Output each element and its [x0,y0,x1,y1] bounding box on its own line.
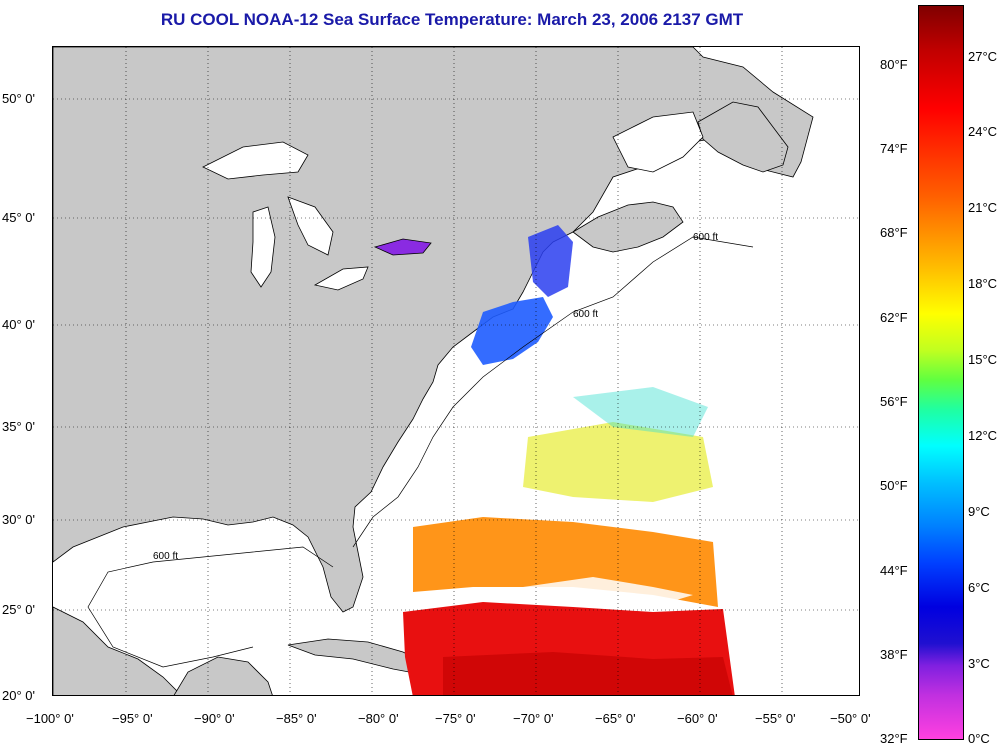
contour-label-atlantic: 600 ft [573,309,598,320]
lon-label-65: −65° 0' [595,711,636,726]
sst-orange-band [413,517,718,607]
lat-label-50: 50° 0' [2,91,35,106]
c-label-3: 3°C [968,656,990,671]
lake-ontario [373,238,432,256]
yucatan-land [173,656,273,695]
graticule [53,47,859,695]
c-label-6: 6°C [968,580,990,595]
sst-mid-band [523,422,713,502]
c-label-24: 24°C [968,124,998,139]
lake-michigan [250,206,276,288]
sst-cold-shelf [471,297,553,365]
newfoundland-land [697,101,789,173]
f-label-50: 50°F [880,478,908,493]
temperature-colorbar [918,5,964,740]
map-canvas: 600 ft 600 ft 600 ft [53,47,859,695]
lon-label-95: −95° 0' [112,711,153,726]
contour-label-gulf: 600 ft [153,551,178,562]
lon-label-50: −50° 0' [830,711,871,726]
f-label-38: 38°F [880,647,908,662]
lon-label-70: −70° 0' [513,711,554,726]
lat-label-20: 20° 0' [2,688,35,703]
sst-gulf-of-maine [528,225,573,297]
c-label-21: 21°C [968,200,998,215]
sst-deep-red [443,652,733,695]
c-label-15: 15°C [968,352,998,367]
maritimes-land [572,201,684,253]
lake-huron [287,196,334,256]
lat-label-35: 35° 0' [2,419,35,434]
map-title: RU COOL NOAA-12 Sea Surface Temperature:… [160,10,744,29]
f-label-74: 74°F [880,141,908,156]
f-label-62: 62°F [880,310,908,325]
f-label-44: 44°F [880,563,908,578]
lat-label-25: 25° 0' [2,602,35,617]
c-label-27: 27°C [968,49,998,64]
lake-superior [202,141,309,180]
lat-label-45: 45° 0' [2,210,35,225]
lon-label-100: −100° 0' [26,711,74,726]
c-label-18: 18°C [968,276,998,291]
isobath-600ft [87,236,754,668]
lat-label-30: 30° 0' [2,512,35,527]
lon-label-90: −90° 0' [194,711,235,726]
lon-label-80: −80° 0' [358,711,399,726]
c-label-9: 9°C [968,504,990,519]
f-label-80: 80°F [880,57,908,72]
f-label-32: 32°F [880,731,908,746]
sst-map: 600 ft 600 ft 600 ft [52,46,860,696]
lon-label-60: −60° 0' [677,711,718,726]
f-label-56: 56°F [880,394,908,409]
lon-label-55: −55° 0' [755,711,796,726]
sst-cyan-patches [573,387,708,437]
f-label-68: 68°F [880,225,908,240]
lon-label-85: −85° 0' [276,711,317,726]
lake-erie [313,266,369,291]
st-lawrence-gulf [612,111,704,173]
cloud-gap [523,577,693,607]
lat-label-40: 40° 0' [2,317,35,332]
mexico-land [53,606,182,695]
c-label-12: 12°C [968,428,998,443]
contour-label-labrador: 600 ft [693,232,718,243]
lon-label-75: −75° 0' [435,711,476,726]
c-label-0: 0°C [968,731,990,746]
